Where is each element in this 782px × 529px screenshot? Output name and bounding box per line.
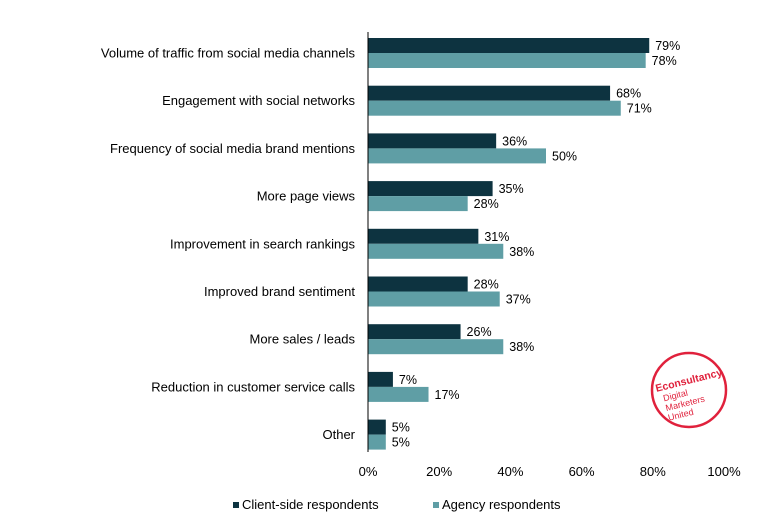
data-label: 38% xyxy=(509,245,534,259)
bar-agency xyxy=(368,196,468,212)
data-label: 78% xyxy=(652,54,677,68)
bar-agency xyxy=(368,386,429,402)
data-label: 68% xyxy=(616,87,641,101)
x-tick-label: 100% xyxy=(707,464,741,479)
data-label: 26% xyxy=(467,325,492,339)
data-label: 28% xyxy=(474,278,499,292)
econsultancy-logo: Econsultancy Digital Marketers United xyxy=(650,351,728,429)
legend: Client-side respondents Agency respondent… xyxy=(233,497,561,512)
bar-agency xyxy=(368,100,621,116)
category-label: Frequency of social media brand mentions xyxy=(110,141,355,156)
category-label: Improved brand sentiment xyxy=(204,284,355,299)
legend-swatch xyxy=(233,502,239,508)
data-label: 36% xyxy=(502,134,527,148)
bar-client xyxy=(368,276,468,292)
logo-ring xyxy=(650,351,728,429)
data-label: 38% xyxy=(509,340,534,354)
data-label: 5% xyxy=(392,436,410,450)
bar-client xyxy=(368,371,393,387)
bar-client xyxy=(368,85,611,101)
x-tick-label: 0% xyxy=(359,464,378,479)
x-tick-label: 80% xyxy=(640,464,666,479)
bar-client xyxy=(368,38,650,53)
bar-client xyxy=(368,419,386,435)
data-label: 79% xyxy=(655,39,680,53)
category-label: Other xyxy=(322,427,355,442)
x-tick-labels: 0% 20% 40% 60% 80% 100% xyxy=(359,464,741,479)
bar-client xyxy=(368,181,493,197)
category-label: Improvement in search rankings xyxy=(170,236,355,251)
bar-agency xyxy=(368,148,546,164)
category-label: More sales / leads xyxy=(250,332,356,347)
x-tick-label: 20% xyxy=(426,464,452,479)
bar-client xyxy=(368,324,461,340)
data-label: 17% xyxy=(435,388,460,402)
bar-client xyxy=(368,133,497,149)
legend-label: Client-side respondents xyxy=(242,497,379,512)
data-label: 5% xyxy=(392,421,410,435)
category-label: Reduction in customer service calls xyxy=(151,379,355,394)
bar-client xyxy=(368,228,479,244)
data-labels: 79%78%68%71%36%50%35%28%31%38%28%37%26%3… xyxy=(392,39,680,450)
data-label: 31% xyxy=(484,230,509,244)
legend-swatch xyxy=(433,502,439,508)
category-labels: Volume of traffic from social media chan… xyxy=(101,46,356,443)
x-tick-label: 40% xyxy=(497,464,523,479)
data-label: 35% xyxy=(499,182,524,196)
category-label: Engagement with social networks xyxy=(162,93,355,108)
bar-agency xyxy=(368,53,646,68)
data-label: 28% xyxy=(474,197,499,211)
bars xyxy=(368,38,650,450)
data-label: 50% xyxy=(552,149,577,163)
x-tick-label: 60% xyxy=(569,464,595,479)
data-label: 37% xyxy=(506,293,531,307)
data-label: 7% xyxy=(399,373,417,387)
legend-label: Agency respondents xyxy=(442,497,561,512)
bar-agency xyxy=(368,243,504,259)
bar-agency xyxy=(368,291,500,307)
bar-agency xyxy=(368,434,386,450)
category-label: Volume of traffic from social media chan… xyxy=(101,46,356,61)
bar-agency xyxy=(368,339,504,355)
category-label: More page views xyxy=(257,189,356,204)
data-label: 71% xyxy=(627,102,652,116)
